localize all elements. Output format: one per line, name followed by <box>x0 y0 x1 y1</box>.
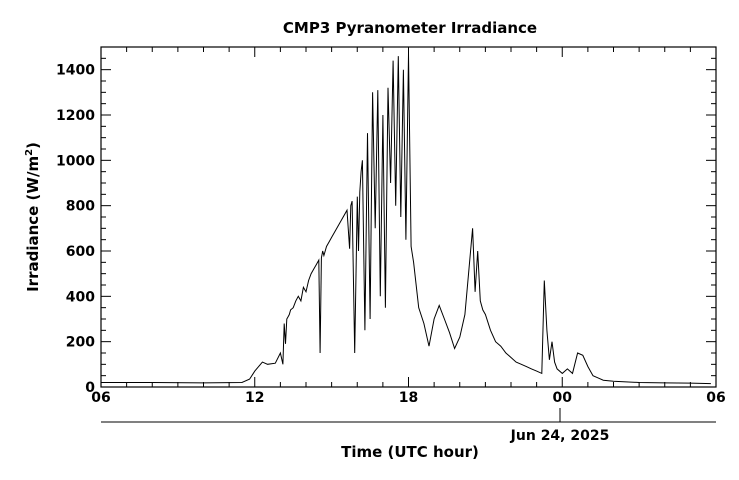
plot-area-border <box>100 46 717 388</box>
x-axis-label: Time (UTC hour) <box>341 443 479 461</box>
y-tick-label: 200 <box>66 335 95 351</box>
x-tick-label: 06 <box>706 390 725 406</box>
y-tick-label: 800 <box>66 199 95 215</box>
y-axis-label-superscript: 2 <box>24 149 35 156</box>
x-axis-ticks: 06 12 18 00 06 <box>91 47 726 406</box>
y-tick-label: 400 <box>66 289 95 305</box>
irradiance-series-line <box>101 53 711 385</box>
x-tick-label: 00 <box>553 390 573 406</box>
x-tick-label: 12 <box>245 390 264 406</box>
date-label: Jun 24, 2025 <box>510 428 610 444</box>
y-axis-ticks: 0 200 400 600 800 1000 1200 1400 <box>56 57 716 396</box>
plot-frame <box>100 46 717 388</box>
y-axis-label: Irradiance (W/m2) <box>24 142 42 292</box>
y-axis-label-close: ) <box>24 142 42 149</box>
y-axis-label-text: Irradiance (W/m <box>24 156 42 292</box>
x-tick-label: 06 <box>91 390 110 406</box>
y-tick-label: 1200 <box>56 108 95 124</box>
y-tick-label: 1000 <box>56 153 95 169</box>
series-layer <box>101 53 711 385</box>
x-tick-label: 18 <box>399 390 418 406</box>
y-tick-label: 600 <box>66 244 95 260</box>
y-tick-label: 0 <box>85 380 95 396</box>
y-tick-label: 1400 <box>56 63 95 79</box>
chart-title: CMP3 Pyranometer Irradiance <box>283 19 537 37</box>
